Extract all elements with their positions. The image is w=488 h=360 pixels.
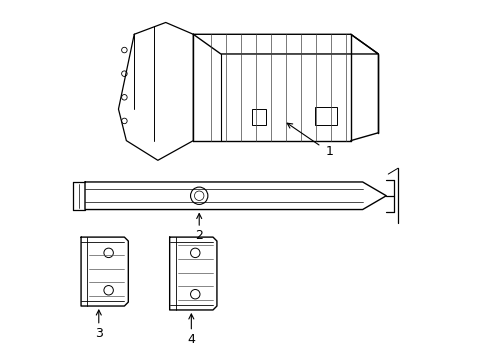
Bar xyxy=(252,109,265,125)
Text: 4: 4 xyxy=(187,333,195,346)
Text: 3: 3 xyxy=(95,327,102,340)
Text: 1: 1 xyxy=(325,145,332,158)
Text: 2: 2 xyxy=(195,229,203,242)
Bar xyxy=(315,107,336,125)
